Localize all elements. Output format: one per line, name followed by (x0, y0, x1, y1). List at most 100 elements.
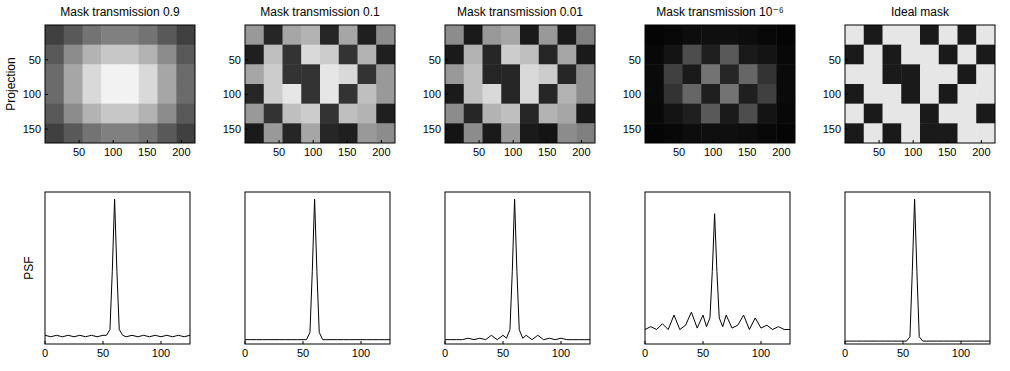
y-tick-label: 100 (423, 88, 441, 100)
heatmap-cell (101, 64, 120, 84)
heatmap-cell (920, 45, 939, 65)
x-tick (161, 341, 162, 344)
x-tick (513, 140, 514, 143)
heatmap-cell (920, 123, 939, 143)
panel: 5010015020050100150Mask transmission 10⁻… (623, 5, 796, 158)
panel-title: Mask transmission 10⁻⁶ (656, 5, 783, 19)
y-tick-label: 100 (623, 88, 641, 100)
plot-area (845, 199, 990, 341)
heatmap-cell (464, 123, 483, 143)
x-tick (347, 140, 348, 143)
heatmap-cell (339, 45, 358, 65)
heatmap-cell (176, 25, 195, 45)
x-tick-label: 0 (842, 347, 848, 359)
heatmap-cell (664, 25, 683, 45)
heatmap-cell (64, 123, 83, 143)
heatmap-cell (883, 25, 902, 45)
axes-frame (45, 25, 195, 143)
heatmap-cell (958, 123, 977, 143)
psf-line (645, 214, 790, 330)
x-tick-label: 150 (138, 146, 156, 158)
heatmap-cell (101, 104, 120, 124)
heatmap-cell (445, 45, 464, 65)
plot-area (645, 25, 795, 143)
heatmap-cell (483, 84, 502, 104)
x-tick (103, 341, 104, 344)
x-tick-label: 50 (697, 347, 709, 359)
x-tick-label: 100 (752, 347, 770, 359)
heatmap-cell (776, 104, 795, 124)
x-tick-label: 100 (704, 146, 722, 158)
y-tick (245, 59, 248, 60)
heatmap-cell (64, 25, 83, 45)
heatmap-cell (64, 64, 83, 84)
heatmap-cell (245, 104, 264, 124)
heatmap-cell (645, 104, 664, 124)
x-tick-label: 150 (538, 146, 556, 158)
heatmap-cell (901, 104, 920, 124)
psf-line (245, 199, 390, 339)
heatmap-cell (176, 84, 195, 104)
heatmap-cell (176, 104, 195, 124)
heatmap-cell (558, 104, 577, 124)
heatmap-cell (376, 25, 395, 45)
heatmap-cell (483, 64, 502, 84)
heatmap-cell (483, 45, 502, 65)
heatmap-cell (939, 45, 958, 65)
panel-title: Mask transmission 0.9 (60, 5, 180, 19)
y-tick (445, 94, 448, 95)
heatmap-cell (120, 123, 139, 143)
heatmap-cell (645, 123, 664, 143)
heatmap-cell (701, 45, 720, 65)
psf-line (445, 199, 590, 339)
heatmap-cell (445, 123, 464, 143)
heatmap-cell (445, 104, 464, 124)
x-tick (479, 140, 480, 143)
plot-area (245, 199, 390, 339)
heatmap-cell (920, 84, 939, 104)
x-tick (279, 140, 280, 143)
heatmap-cell (376, 64, 395, 84)
heatmap-cell (720, 64, 739, 84)
y-tick (645, 94, 648, 95)
heatmap-cell (701, 64, 720, 84)
heatmap-cell (864, 123, 883, 143)
heatmap-cell (264, 64, 283, 84)
y-tick-label: 150 (23, 123, 41, 135)
heatmap-cell (558, 123, 577, 143)
heatmap-cell (776, 25, 795, 45)
plot-area (45, 25, 195, 143)
panel: 5010015020050100150Mask transmission 0.1 (223, 5, 396, 158)
heatmap-cell (739, 45, 758, 65)
x-tick (961, 341, 962, 344)
y-tick (445, 59, 448, 60)
panel-title: Mask transmission 0.1 (260, 5, 380, 19)
y-tick (845, 94, 848, 95)
heatmap-cell (864, 84, 883, 104)
x-tick (303, 341, 304, 344)
heatmap-cell (501, 84, 520, 104)
heatmap-cell (320, 45, 339, 65)
x-tick-label: 50 (73, 146, 85, 158)
heatmap-cell (358, 123, 377, 143)
x-tick-label: 0 (642, 347, 648, 359)
heatmap-cell (83, 25, 102, 45)
heatmap-cell (683, 45, 702, 65)
panel: 050100 (442, 192, 590, 359)
heatmap-cell (101, 123, 120, 143)
heatmap-cell (445, 25, 464, 45)
x-tick-label: 100 (152, 347, 170, 359)
heatmap-cell (958, 25, 977, 45)
heatmap-cell (158, 123, 177, 143)
heatmap-cell (358, 104, 377, 124)
heatmap-cell (701, 84, 720, 104)
heatmap-cell (83, 123, 102, 143)
heatmap-cell (445, 64, 464, 84)
y-tick-label: 100 (823, 88, 841, 100)
heatmap-cell (683, 64, 702, 84)
x-tick-label: 200 (772, 146, 790, 158)
heatmap-cell (464, 25, 483, 45)
x-tick (679, 140, 680, 143)
heatmap-cell (720, 25, 739, 45)
heatmap-cell (958, 64, 977, 84)
